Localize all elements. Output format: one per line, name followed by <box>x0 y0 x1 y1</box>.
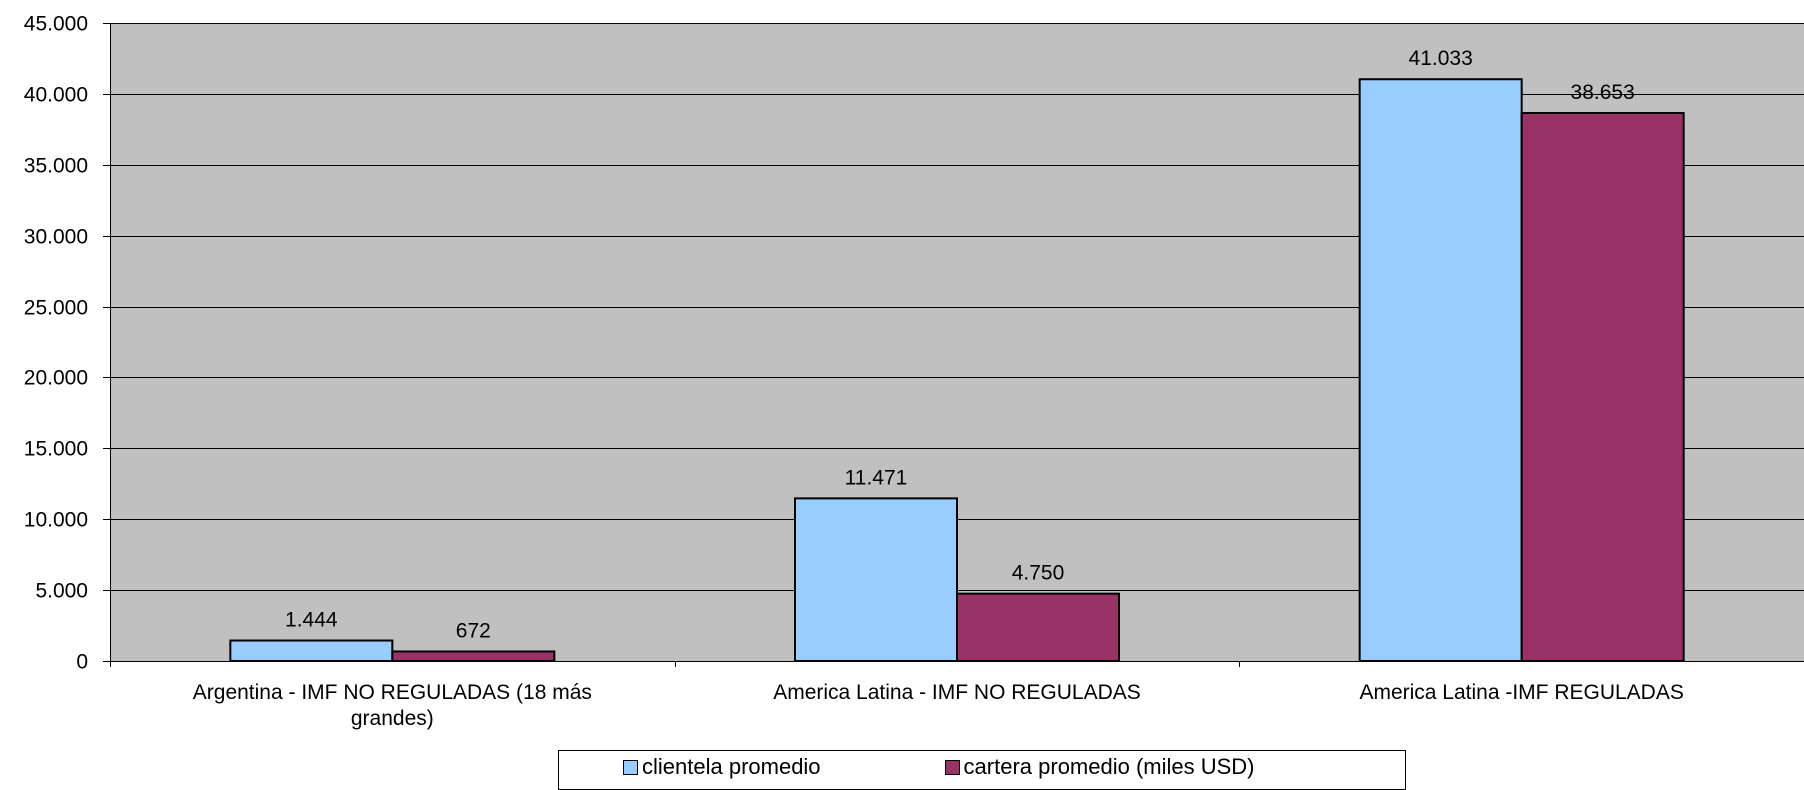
legend-swatch-series-1 <box>623 760 638 775</box>
y-axis-ticks: 0 5.000 10.000 15.000 20.000 25.000 30.000 35.0… <box>24 13 110 674</box>
legend-item-series-2: cartera promedio (miles USD) <box>945 754 1255 780</box>
bar-series-1-category-3 <box>1360 79 1522 661</box>
legend-label-series-2: cartera promedio (miles USD) <box>964 754 1255 780</box>
bar-series-1-category-1 <box>230 641 392 661</box>
y-tick-label: 25.000 <box>24 297 88 320</box>
data-label-series-2-category-1: 672 <box>456 619 491 642</box>
data-label-series-2-category-3: 38.653 <box>1571 81 1635 104</box>
bar-series-2-category-2 <box>957 594 1119 661</box>
x-category-label: Argentina - IMF NO REGULADAS (18 más <box>193 681 592 704</box>
data-label-series-1-category-3: 41.033 <box>1409 47 1473 70</box>
data-label-series-1-category-1: 1.444 <box>285 609 338 632</box>
legend: clientela promedio cartera promedio (mil… <box>558 750 1406 790</box>
bar-series-1-category-2 <box>795 498 957 661</box>
y-tick-label: 35.000 <box>24 155 88 178</box>
y-tick-label: 5.000 <box>35 580 88 603</box>
data-label-series-1-category-2: 11.471 <box>845 466 908 489</box>
x-category-label: America Latina -IMF REGULADAS <box>1359 681 1683 704</box>
bar-series-2-category-1 <box>392 651 554 661</box>
y-tick-label: 20.000 <box>24 367 88 390</box>
y-tick-label: 30.000 <box>24 226 88 249</box>
y-tick-label: 10.000 <box>24 509 88 532</box>
data-label-series-2-category-2: 4.750 <box>1012 562 1065 585</box>
x-category-label: grandes) <box>351 707 434 730</box>
legend-item-series-1: clientela promedio <box>623 754 821 780</box>
bar-series-2-category-3 <box>1522 113 1684 661</box>
y-tick-label: 0 <box>76 651 88 674</box>
legend-swatch-series-2 <box>945 760 960 775</box>
x-axis-categories: Argentina - IMF NO REGULADAS (18 más gran… <box>111 661 1804 730</box>
y-tick-label: 40.000 <box>24 84 88 107</box>
legend-label-series-1: clientela promedio <box>642 754 821 780</box>
y-tick-label: 45.000 <box>24 13 88 36</box>
y-tick-label: 15.000 <box>24 438 88 461</box>
x-category-label: America Latina - IMF NO REGULADAS <box>773 681 1141 704</box>
